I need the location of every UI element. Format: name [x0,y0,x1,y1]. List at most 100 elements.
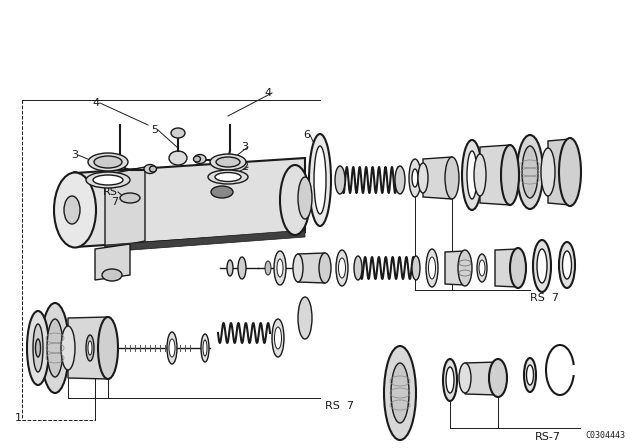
Ellipse shape [293,254,303,282]
Text: 7: 7 [111,197,118,207]
Ellipse shape [412,169,418,187]
Ellipse shape [501,145,519,205]
Ellipse shape [510,248,526,288]
Ellipse shape [522,146,538,198]
Ellipse shape [280,165,310,235]
Text: 2: 2 [71,171,78,181]
Polygon shape [445,251,465,285]
Ellipse shape [167,332,177,364]
Text: C0304443: C0304443 [585,431,625,440]
Ellipse shape [33,324,43,372]
Ellipse shape [210,154,246,170]
Polygon shape [105,167,145,249]
Polygon shape [68,317,108,379]
Ellipse shape [474,154,486,196]
Ellipse shape [203,340,207,356]
Ellipse shape [272,319,284,357]
Ellipse shape [274,251,286,285]
Polygon shape [548,139,570,205]
Text: 3: 3 [71,150,78,160]
Text: 4: 4 [93,98,100,108]
Ellipse shape [98,317,118,379]
Text: RS-7: RS-7 [535,432,561,442]
Text: RS  7: RS 7 [325,401,354,411]
Ellipse shape [86,172,130,188]
Ellipse shape [171,128,185,138]
Ellipse shape [208,170,248,184]
Ellipse shape [446,367,454,393]
Ellipse shape [215,172,241,181]
Ellipse shape [467,151,477,199]
Ellipse shape [395,166,405,194]
Ellipse shape [94,156,122,168]
Ellipse shape [211,186,233,198]
Text: 2: 2 [241,162,248,172]
Ellipse shape [238,257,246,279]
Ellipse shape [391,363,409,423]
Ellipse shape [335,166,345,194]
Ellipse shape [298,297,312,339]
Ellipse shape [527,365,534,385]
Ellipse shape [314,146,326,214]
Ellipse shape [443,359,457,401]
Text: RS  7: RS 7 [530,293,559,303]
Polygon shape [495,249,518,287]
Ellipse shape [479,260,485,276]
Polygon shape [75,158,305,247]
Ellipse shape [418,163,428,193]
Ellipse shape [88,341,92,355]
Ellipse shape [559,138,581,206]
Ellipse shape [524,358,536,392]
Text: RS: RS [103,187,118,197]
Polygon shape [423,157,452,199]
Text: 6: 6 [303,130,310,140]
Ellipse shape [86,335,94,361]
Ellipse shape [309,134,331,226]
Ellipse shape [563,251,572,279]
Ellipse shape [169,151,187,165]
Ellipse shape [458,250,472,286]
Ellipse shape [489,359,507,397]
Ellipse shape [88,153,128,171]
Polygon shape [480,145,510,205]
Ellipse shape [27,311,49,385]
Ellipse shape [169,339,175,357]
Ellipse shape [462,140,482,210]
Ellipse shape [445,157,459,199]
Ellipse shape [144,164,156,173]
Text: 1: 1 [15,413,22,423]
Polygon shape [105,230,305,252]
Text: 5: 5 [151,125,158,135]
Ellipse shape [426,249,438,287]
Ellipse shape [41,303,69,393]
Ellipse shape [477,254,487,282]
Ellipse shape [537,249,547,283]
Text: 4: 4 [265,88,272,98]
Ellipse shape [277,259,283,277]
Ellipse shape [429,257,435,279]
Ellipse shape [517,135,543,209]
Ellipse shape [194,155,206,164]
Ellipse shape [533,240,551,292]
Ellipse shape [339,258,346,278]
Polygon shape [95,244,130,280]
Ellipse shape [354,256,362,280]
Ellipse shape [384,346,416,440]
Polygon shape [465,362,498,395]
Ellipse shape [275,327,282,349]
Ellipse shape [541,148,555,196]
Ellipse shape [336,250,348,286]
Ellipse shape [120,193,140,203]
Polygon shape [298,253,325,283]
Ellipse shape [298,177,312,219]
Ellipse shape [216,157,240,167]
Ellipse shape [193,156,200,162]
Ellipse shape [150,166,157,172]
Ellipse shape [64,196,80,224]
Ellipse shape [319,253,331,283]
Ellipse shape [35,339,40,357]
Ellipse shape [47,319,63,377]
Ellipse shape [265,261,271,275]
Ellipse shape [201,334,209,362]
Text: 3: 3 [241,142,248,152]
